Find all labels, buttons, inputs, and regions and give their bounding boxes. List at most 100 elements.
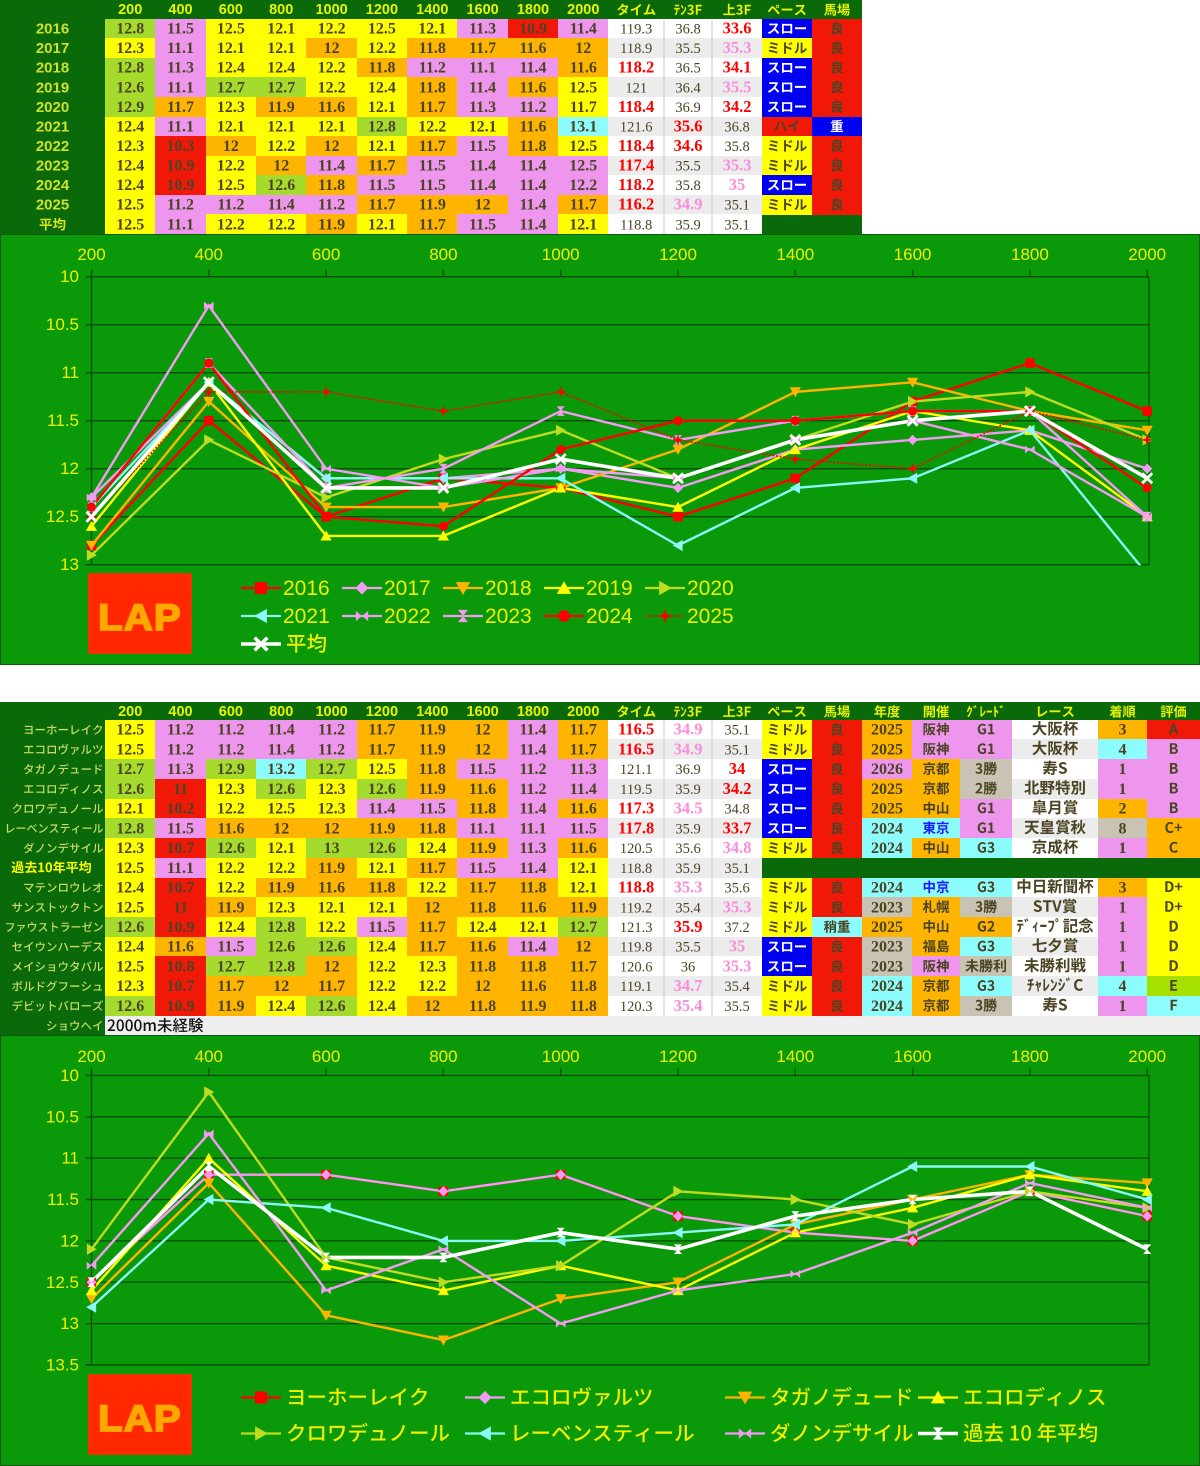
svg-text:12.1: 12.1	[267, 40, 295, 57]
svg-text:11.7: 11.7	[419, 860, 446, 877]
svg-text:600: 600	[312, 1047, 340, 1066]
svg-text:11: 11	[173, 781, 188, 798]
svg-text:12.2: 12.2	[318, 919, 346, 936]
svg-text:12.6: 12.6	[318, 939, 346, 956]
svg-text:11.4: 11.4	[268, 197, 295, 214]
svg-text:36.8: 36.8	[675, 22, 700, 38]
svg-text:11.3: 11.3	[570, 761, 597, 778]
svg-text:10.9: 10.9	[167, 998, 195, 1015]
svg-text:2024: 2024	[871, 820, 903, 837]
svg-text:1200: 1200	[366, 704, 398, 720]
svg-text:2019: 2019	[36, 79, 69, 96]
svg-text:11.8: 11.8	[469, 801, 496, 818]
svg-text:11.2: 11.2	[318, 722, 345, 739]
svg-text:12.4: 12.4	[116, 177, 144, 194]
svg-text:11.3: 11.3	[469, 99, 496, 116]
svg-text:12.5: 12.5	[569, 79, 597, 96]
svg-text:12.5: 12.5	[116, 722, 144, 739]
svg-text:11.4: 11.4	[469, 177, 496, 194]
svg-text:12: 12	[424, 899, 440, 916]
svg-text:11.4: 11.4	[519, 197, 546, 214]
svg-text:12: 12	[324, 959, 340, 976]
svg-text:11.2: 11.2	[318, 741, 345, 758]
svg-text:11.1: 11.1	[469, 60, 496, 77]
svg-text:12.1: 12.1	[569, 860, 597, 877]
svg-text:11.2: 11.2	[519, 99, 546, 116]
svg-text:11.8: 11.8	[419, 79, 446, 96]
svg-text:11.4: 11.4	[519, 939, 546, 956]
svg-text:12: 12	[475, 978, 491, 995]
svg-text:11.4: 11.4	[519, 158, 546, 175]
svg-text:11.6: 11.6	[519, 40, 546, 57]
svg-text:11.6: 11.6	[570, 840, 597, 857]
svg-text:800: 800	[429, 1047, 457, 1066]
svg-text:11.9: 11.9	[419, 722, 446, 739]
svg-text:11.3: 11.3	[167, 60, 194, 77]
svg-text:35.3: 35.3	[723, 38, 752, 57]
svg-text:36.9: 36.9	[675, 762, 700, 778]
svg-text:12: 12	[223, 138, 239, 155]
svg-text:1: 1	[1119, 939, 1127, 956]
svg-text:35.5: 35.5	[675, 159, 700, 175]
svg-text:1: 1	[1119, 899, 1127, 916]
svg-text:11.5: 11.5	[469, 138, 496, 155]
svg-text:11: 11	[173, 899, 188, 916]
svg-text:12.4: 12.4	[217, 919, 245, 936]
svg-text:400: 400	[168, 704, 192, 720]
svg-text:35.3: 35.3	[674, 878, 703, 897]
svg-text:13.5: 13.5	[46, 1356, 79, 1375]
svg-text:12.5: 12.5	[116, 860, 144, 877]
svg-text:12.2: 12.2	[217, 158, 245, 175]
svg-text:11.2: 11.2	[217, 741, 244, 758]
svg-text:11.5: 11.5	[368, 177, 395, 194]
svg-text:3: 3	[1119, 880, 1127, 897]
svg-text:12.9: 12.9	[217, 761, 245, 778]
svg-text:11.8: 11.8	[519, 880, 546, 897]
svg-text:12.6: 12.6	[267, 781, 295, 798]
svg-text:12.1: 12.1	[318, 118, 346, 135]
svg-text:11.1: 11.1	[469, 820, 496, 837]
svg-text:1600: 1600	[894, 245, 932, 264]
svg-text:10.2: 10.2	[167, 801, 195, 818]
svg-text:1: 1	[1119, 998, 1127, 1015]
svg-text:12.4: 12.4	[267, 60, 295, 77]
svg-text:10.5: 10.5	[46, 1107, 79, 1126]
svg-text:12.1: 12.1	[217, 118, 245, 135]
svg-text:12.1: 12.1	[267, 840, 295, 857]
svg-text:11.5: 11.5	[419, 177, 446, 194]
svg-text:12.1: 12.1	[519, 919, 547, 936]
svg-text:2023: 2023	[871, 899, 903, 916]
svg-text:35.4: 35.4	[675, 900, 701, 916]
svg-text:11.3: 11.3	[469, 21, 496, 38]
svg-text:11.5: 11.5	[419, 801, 446, 818]
svg-text:2018: 2018	[485, 577, 532, 600]
svg-text:11.9: 11.9	[217, 899, 244, 916]
svg-text:12.1: 12.1	[368, 860, 396, 877]
svg-text:11.1: 11.1	[167, 40, 194, 57]
svg-text:11.8: 11.8	[368, 880, 395, 897]
svg-text:11.9: 11.9	[469, 840, 496, 857]
svg-text:34: 34	[729, 759, 746, 778]
svg-text:11.5: 11.5	[167, 820, 194, 837]
svg-text:12.3: 12.3	[318, 781, 346, 798]
svg-text:10.9: 10.9	[167, 177, 195, 194]
svg-text:11.2: 11.2	[167, 197, 194, 214]
svg-text:12.6: 12.6	[116, 919, 144, 936]
svg-text:10.7: 10.7	[167, 880, 195, 897]
svg-text:11.8: 11.8	[419, 820, 446, 837]
svg-text:12.3: 12.3	[217, 99, 245, 116]
svg-text:35.4: 35.4	[674, 996, 703, 1015]
svg-text:11.7: 11.7	[469, 880, 496, 897]
svg-text:12.3: 12.3	[318, 801, 346, 818]
svg-text:121.6: 121.6	[620, 119, 653, 135]
svg-text:12: 12	[273, 978, 289, 995]
svg-text:11.9: 11.9	[419, 197, 446, 214]
svg-text:11.5: 11.5	[570, 820, 597, 837]
svg-text:11.2: 11.2	[217, 722, 244, 739]
svg-text:11.3: 11.3	[519, 840, 546, 857]
svg-text:12.3: 12.3	[116, 40, 144, 57]
svg-text:11.6: 11.6	[469, 781, 496, 798]
svg-text:120.3: 120.3	[620, 999, 653, 1015]
svg-text:12.6: 12.6	[116, 79, 144, 96]
svg-text:11.4: 11.4	[519, 177, 546, 194]
